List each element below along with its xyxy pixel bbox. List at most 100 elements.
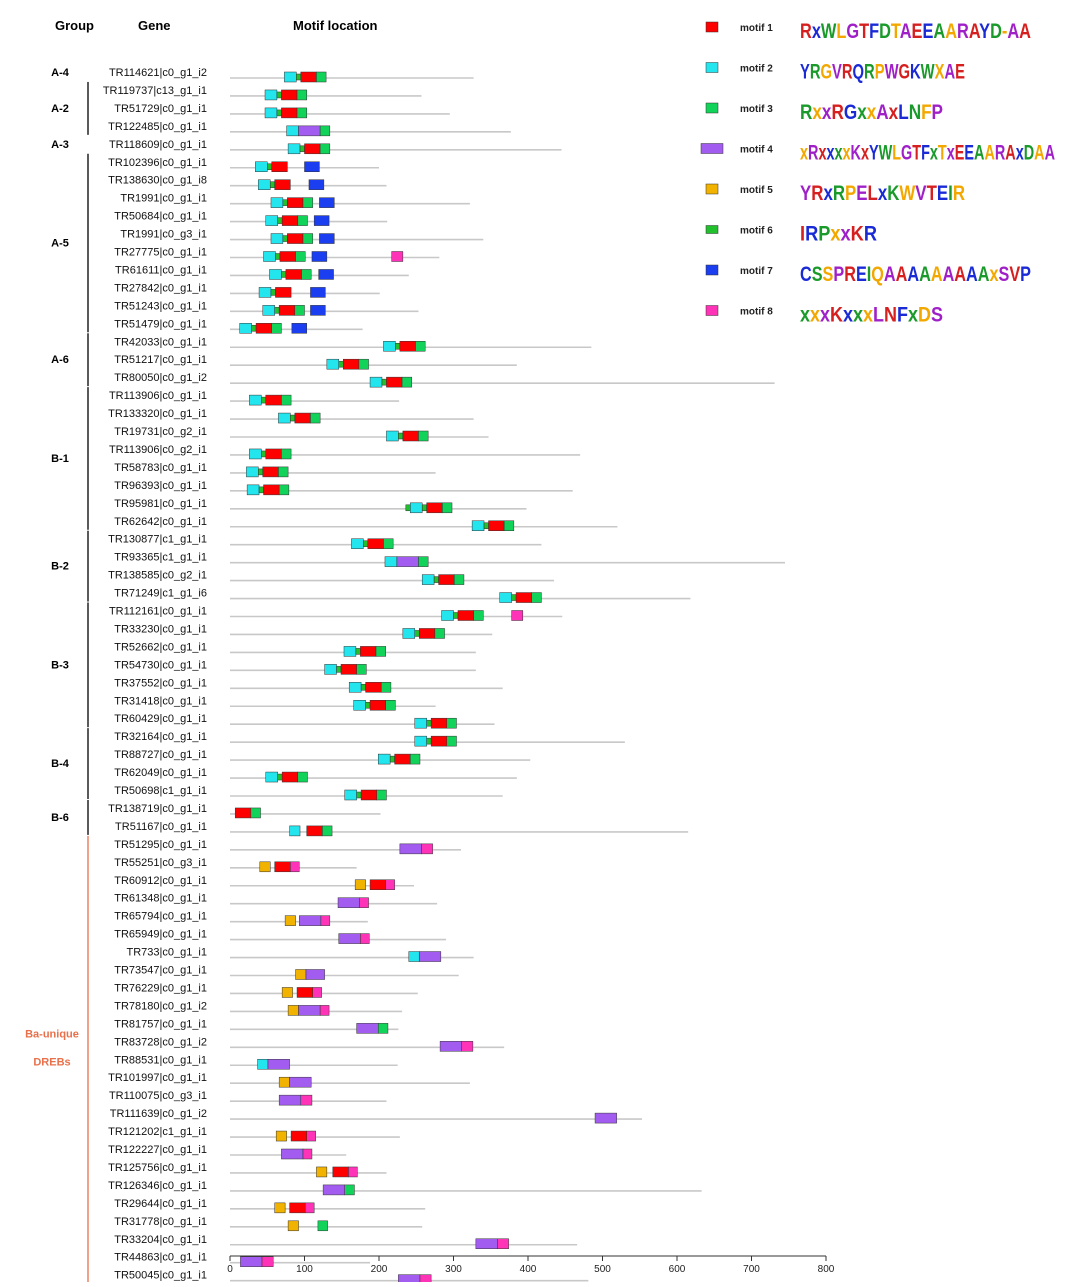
motif-6-block: [277, 773, 283, 781]
group-label: A-2: [51, 103, 69, 115]
gene-row: TR61611|c0_g1_i1: [115, 264, 409, 280]
motif-7-block: [308, 179, 325, 190]
motif-4-block: [322, 1184, 345, 1196]
gene-label: TR62642|c0_g1_i1: [114, 516, 207, 528]
gene-label: TR119737|c13_g1_i1: [103, 85, 207, 97]
motif-3-block: [301, 269, 312, 280]
motif-1-block: [367, 538, 384, 549]
sequence-logo: RxWLGTFDTAEEAARAYD-AA: [800, 20, 1031, 43]
motif-2-block: [265, 215, 278, 226]
group-label: B-2: [51, 561, 69, 573]
group-bracket: B-6: [51, 799, 89, 835]
x-axis-tick-label: 600: [669, 1264, 686, 1275]
gene-label: TR88531|c0_g1_i1: [114, 1054, 207, 1066]
gene-label: TR121202|c1_g1_i1: [108, 1126, 207, 1138]
motif-1-block: [271, 161, 288, 172]
motif-1-block: [340, 664, 357, 675]
motif-1-block: [438, 574, 455, 585]
legend-swatch: [705, 264, 719, 276]
group-bracket: B-1: [51, 387, 89, 530]
motif-2-block: [255, 161, 268, 172]
motif-1-block: [300, 71, 317, 83]
group-label-line2: DREBs: [33, 1056, 70, 1068]
motif-6-block: [363, 540, 369, 547]
motif-8-block: [360, 933, 370, 944]
group-bracket: B-4: [51, 728, 89, 799]
motif-3-block: [319, 143, 331, 155]
motif-4-block: [298, 125, 321, 137]
motif-legend: motif 1 RxWLGTFDTAEEAARAYD-AA motif 2 YRGVR…: [700, 20, 1055, 327]
motif-6-block: [270, 289, 276, 296]
motif-1-block: [426, 502, 443, 514]
motif-6-block: [269, 181, 275, 188]
gene-row: TR121202|c1_g1_i1: [108, 1126, 400, 1142]
gene-label: TR44863|c0_g1_i1: [114, 1252, 207, 1264]
gene-row: TR1991|c0_g3_i1: [120, 229, 484, 244]
motif-3-block: [531, 592, 542, 603]
gene-column-header: Gene: [138, 18, 171, 33]
motif-4-block: [240, 1256, 263, 1267]
legend-label: motif 1: [740, 23, 773, 34]
gene-label: TR93365|c1_g1_i1: [114, 552, 207, 564]
motif-2-block: [265, 771, 278, 783]
gene-row: TR71249|c1_g1_i6: [114, 588, 691, 603]
gene-label: TR51243|c0_g1_i1: [114, 300, 207, 312]
motif-6-block: [395, 343, 401, 350]
motif-3-block: [310, 412, 321, 424]
motif-5-block: [281, 987, 293, 998]
gene-label: TR27842|c0_g1_i1: [114, 282, 207, 294]
motif-2-block: [246, 466, 259, 478]
motif-2-block: [262, 305, 275, 316]
motif-2-block: [343, 646, 357, 657]
motif-1-block: [332, 1166, 349, 1178]
motif-1-block: [290, 1130, 307, 1142]
motif-4-block: [338, 933, 361, 944]
motif-6-block: [281, 271, 287, 278]
gene-label: TR60912|c0_g1_i1: [114, 875, 207, 887]
motif-6-block: [414, 630, 420, 637]
legend-label: motif 8: [740, 307, 773, 318]
motif-1-block: [360, 646, 377, 657]
gene-label: TR1991|c0_g3_i1: [120, 229, 207, 241]
gene-label: TR733|c0_g1_i1: [126, 947, 207, 959]
motif-3-block: [281, 448, 292, 460]
motif-8-block: [300, 1094, 313, 1106]
x-axis-tick-label: 400: [520, 1264, 537, 1275]
motif-5-block: [287, 1220, 299, 1232]
motif-3-block: [356, 664, 367, 675]
gene-row: TR112161|c0_g1_i1: [109, 606, 563, 621]
motif-3-block: [317, 1220, 328, 1232]
motif-2-block: [421, 574, 435, 585]
gene-label: TR76229|c0_g1_i1: [114, 982, 207, 994]
gene-label: TR29644|c0_g1_i1: [114, 1198, 207, 1210]
gene-row: TR88531|c0_g1_i1: [114, 1054, 398, 1070]
motif-1-block: [278, 305, 296, 316]
gene-row: TR50698|c1_g1_i1: [114, 785, 503, 801]
motif-2-block: [353, 700, 366, 711]
motif-6-block: [276, 91, 282, 99]
gene-label: TR33204|c0_g1_i1: [114, 1234, 207, 1246]
motif-2-block: [249, 394, 262, 406]
gene-label: TR50684|c0_g1_i1: [114, 211, 207, 223]
motif-6-block: [261, 450, 267, 458]
motif-8-block: [306, 1130, 316, 1142]
motif-3-block: [297, 771, 308, 783]
motif-3-block: [473, 610, 484, 621]
motif-7-block: [319, 197, 335, 208]
motif-5-block: [287, 1005, 299, 1016]
motif-1-block: [289, 1202, 306, 1214]
motif-2-block: [344, 789, 357, 801]
gene-label: TR61348|c0_g1_i1: [114, 893, 207, 905]
motif-6-block: [258, 486, 264, 494]
group-column-header: Group: [55, 18, 94, 33]
gene-row: TR101997|c0_g1_i1: [108, 1072, 470, 1088]
motif-8-block: [497, 1238, 509, 1249]
motif-6-block: [336, 666, 342, 673]
motif-3-block: [297, 215, 308, 226]
gene-row: TR32164|c0_g1_i1: [114, 731, 625, 747]
motif-2-block: [269, 269, 282, 280]
gene-label: TR102396|c0_g1_i1: [108, 157, 207, 169]
motif-8-block: [304, 1202, 315, 1214]
motif-2-block: [410, 502, 423, 514]
motif-2-block: [246, 484, 260, 496]
